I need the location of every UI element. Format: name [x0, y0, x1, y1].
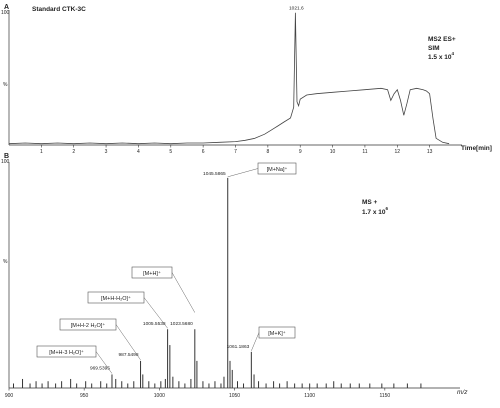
ion-connector [115, 324, 141, 361]
panel-a-x-tick-label: 3 [105, 149, 108, 155]
mz-peak-label: 1061.1863 [227, 344, 250, 350]
panel-a-x-tick-label: 4 [137, 149, 140, 155]
panel-a-sample-label: Standard CTK-3C [32, 6, 86, 13]
panel-a-x-axis-title: Time[min] [461, 145, 492, 152]
ion-label: [M+H-H₂O]⁺ [101, 295, 131, 302]
panel-a-x-tick-label: 13 [427, 149, 433, 155]
panel-a-x-tick-label: 7 [234, 149, 237, 155]
panel-a-x-tick-label: 1 [40, 149, 43, 155]
panel-b-y-axis-top: 100 [1, 159, 10, 165]
chromatogram-trace [8, 12, 450, 145]
ion-label: [M+H-2 H₂O]⁺ [71, 322, 106, 329]
ion-label: [M+H-3 H₂O]⁺ [49, 349, 84, 356]
panel-b-letter: B [4, 153, 9, 160]
panel-b-x-axis-title: m/z [457, 389, 468, 396]
panel-a-intensity: 1.5 x 104 [428, 51, 455, 61]
mz-peak-label: 987.5498 [119, 352, 139, 358]
ion-connector [95, 351, 113, 374]
panel-b-y-axis-percent: % [3, 259, 8, 265]
panel-a-x-tick-label: 2 [72, 149, 75, 155]
mz-peak-label: 1045.5865 [203, 171, 226, 177]
panel-b-x-tick-label: 1050 [229, 393, 240, 399]
panel-a-intensity-exp: 4 [452, 51, 455, 56]
panel-b-intensity-base: 1.7 x 10 [362, 209, 386, 216]
panel-a-intensity-base: 1.5 x 10 [428, 54, 452, 61]
panel-a-y-axis-top: 100 [1, 10, 10, 16]
panel-b-x-tick-label: 1100 [304, 393, 315, 399]
mz-peak-label: 969.5395 [90, 365, 110, 371]
panel-b-x-tick-label: 1150 [379, 393, 390, 399]
panel-b-intensity-exp: 6 [386, 206, 389, 211]
panel-a-letter: A [4, 4, 9, 11]
panel-a-x-tick-label: 10 [330, 149, 336, 155]
panel-a-x-tick-label: 9 [299, 149, 302, 155]
mass-spectrum-plot: 900 950 1000 1050 1100 1150 1045.5865 [M+Na]⁺ 10… [5, 162, 460, 399]
panel-a-x-tick-label: 12 [395, 149, 401, 155]
panel-a-peak-label: 1021.6 [289, 6, 304, 12]
panel-a-ms-mode: MS2 ES+ [428, 36, 456, 43]
panel-b-x-tick-label: 950 [80, 393, 89, 399]
panel-a-x-tick-label: 8 [266, 149, 269, 155]
ion-label: [M+Na]⁺ [267, 166, 288, 173]
ion-label: [M+K]⁺ [268, 330, 286, 337]
ion-label: [M+H]⁺ [143, 270, 161, 277]
panel-b-x-tick-label: 1000 [154, 393, 165, 399]
panel-b-x-tick-label: 900 [5, 393, 14, 399]
mz-peak-label: 1023.5680 [170, 321, 193, 327]
panel-a-x-tick-label: 5 [169, 149, 172, 155]
ion-connector [227, 168, 259, 178]
panel-b-intensity: 1.7 x 106 [362, 206, 389, 216]
ion-connector [171, 272, 196, 313]
panel-a-x-tick-label: 6 [202, 149, 205, 155]
ion-connector [251, 332, 260, 351]
panel-b-ms-mode: MS + [362, 199, 378, 206]
mz-peak-label: 1005.5538 [143, 321, 166, 327]
panel-a-sim: SIM [428, 45, 440, 52]
panel-a-y-axis-percent: % [3, 82, 8, 88]
ion-connector [143, 297, 168, 329]
panel-a-x-tick-label: 11 [362, 149, 367, 155]
